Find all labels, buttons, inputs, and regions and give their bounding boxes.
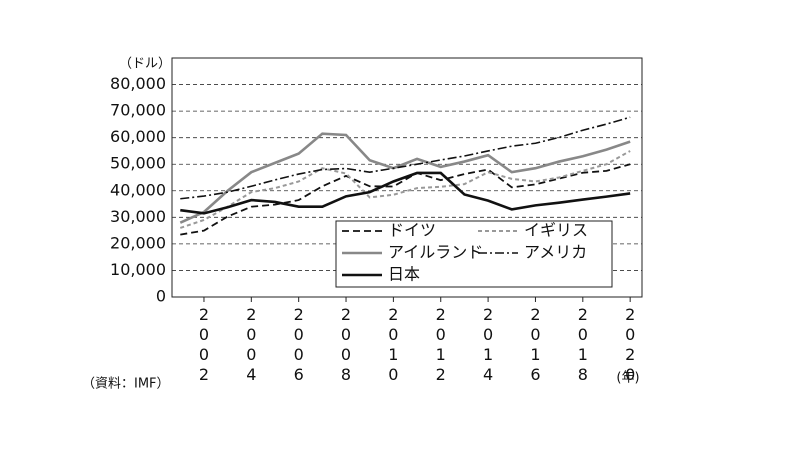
- legend-label: アメリカ: [524, 243, 587, 262]
- source-note: （資料：IMF）: [82, 377, 170, 392]
- y-tick-label: 60,000: [110, 127, 166, 146]
- legend-label: 日本: [388, 265, 420, 284]
- y-tick-label: 80,000: [110, 74, 166, 93]
- series-line: [179, 132, 631, 224]
- x-tick-label: 2020: [621, 305, 640, 385]
- series-line: [180, 163, 631, 236]
- x-tick-label: 2012: [431, 305, 450, 385]
- x-tick-label: 2008: [337, 305, 356, 385]
- x-tick-label: 2010: [384, 305, 403, 385]
- y-tick-label: 50,000: [110, 154, 166, 173]
- legend-label: ドイツ: [388, 221, 436, 240]
- y-tick-label: 0: [156, 287, 166, 306]
- legend-label: イギリス: [524, 221, 588, 240]
- legend-label: アイルランド: [388, 243, 483, 262]
- series-line: [180, 116, 631, 200]
- y-tick-label: 40,000: [110, 180, 166, 199]
- y-unit-label: （ドル）: [119, 57, 171, 72]
- x-tick-label: 2006: [289, 305, 308, 385]
- plot-frame: [171, 57, 643, 298]
- y-tick-label: 20,000: [110, 233, 166, 252]
- y-tick-label: 30,000: [110, 207, 166, 226]
- series-line: [180, 171, 631, 215]
- x-tick-label: 2014: [479, 305, 498, 385]
- y-tick-label: 10,000: [110, 260, 166, 279]
- x-tick-label: 2002: [194, 305, 213, 385]
- x-tick-label: 2018: [573, 305, 592, 385]
- x-tick-label: 2004: [242, 305, 261, 385]
- x-tick-label: 2016: [526, 305, 545, 385]
- y-tick-label: 70,000: [110, 101, 166, 120]
- x-unit-label: (年): [616, 371, 639, 386]
